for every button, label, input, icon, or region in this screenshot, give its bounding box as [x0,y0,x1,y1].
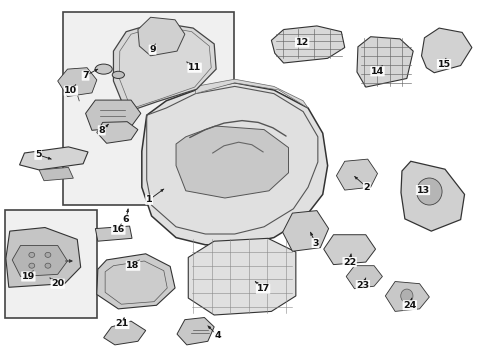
Text: 17: 17 [256,284,269,293]
Polygon shape [97,122,138,143]
Ellipse shape [29,252,35,257]
Polygon shape [336,159,377,190]
Ellipse shape [400,289,412,303]
Text: 16: 16 [111,225,125,234]
Text: 23: 23 [356,281,368,289]
Polygon shape [346,266,382,289]
Text: 24: 24 [402,301,416,310]
Text: 15: 15 [437,60,449,69]
Text: 4: 4 [214,331,221,340]
Polygon shape [323,235,375,265]
Ellipse shape [95,64,112,74]
Polygon shape [176,126,288,198]
Text: 13: 13 [416,186,428,194]
Polygon shape [113,22,216,112]
Polygon shape [195,79,307,108]
Text: 21: 21 [115,320,129,328]
Polygon shape [97,254,175,309]
Polygon shape [85,100,141,130]
Bar [62,12,233,205]
Text: 22: 22 [342,258,356,266]
Polygon shape [356,37,412,87]
Polygon shape [400,161,464,231]
Polygon shape [12,246,67,276]
Text: 2: 2 [363,183,369,192]
Polygon shape [103,321,145,345]
Text: 14: 14 [370,67,384,76]
Ellipse shape [29,263,35,268]
Polygon shape [39,167,73,181]
Polygon shape [385,282,428,311]
Polygon shape [177,318,214,345]
Polygon shape [20,147,88,170]
Text: 19: 19 [21,272,35,281]
Ellipse shape [112,71,124,78]
Text: 3: 3 [311,238,318,248]
Text: 8: 8 [98,126,105,135]
Polygon shape [282,211,328,251]
Text: 9: 9 [149,45,156,54]
Polygon shape [138,17,184,56]
Text: 18: 18 [126,261,140,270]
Text: 12: 12 [295,38,308,47]
Polygon shape [142,83,327,245]
Text: 20: 20 [51,279,64,288]
Text: 10: 10 [64,86,77,95]
Polygon shape [6,228,81,287]
Bar [5,210,97,318]
Polygon shape [58,68,97,96]
Polygon shape [421,28,471,73]
Polygon shape [95,226,132,241]
Polygon shape [188,238,295,315]
Polygon shape [271,26,344,63]
Ellipse shape [45,252,51,257]
Text: 5: 5 [35,150,41,159]
Text: 7: 7 [82,71,89,80]
Text: 11: 11 [187,63,201,72]
Ellipse shape [416,178,441,205]
Text: 6: 6 [122,215,129,224]
Ellipse shape [45,263,51,268]
Text: 1: 1 [145,195,152,204]
